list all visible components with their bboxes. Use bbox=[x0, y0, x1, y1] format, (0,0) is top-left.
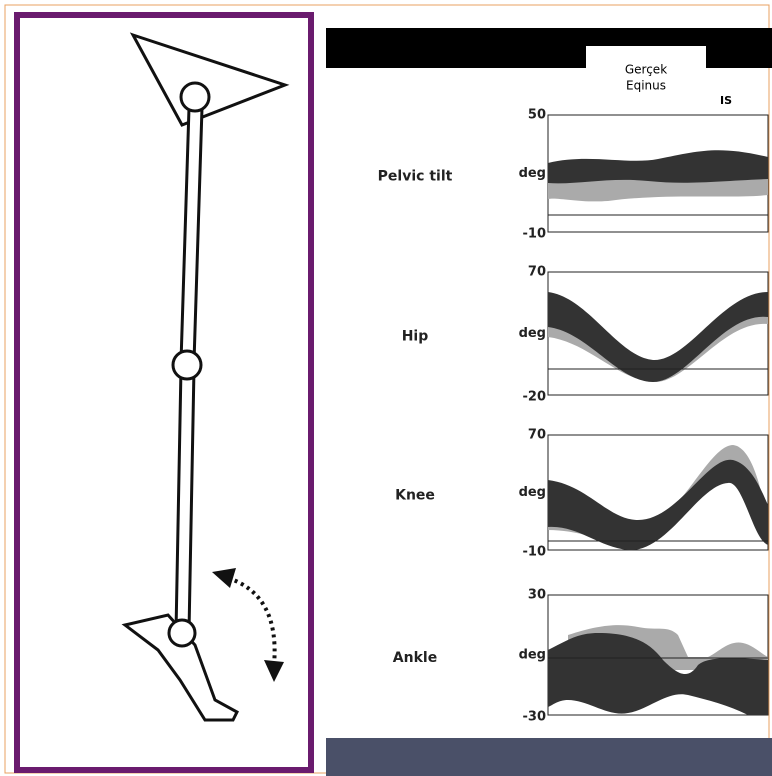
leg-diagram bbox=[121, 32, 290, 722]
band-dark bbox=[548, 150, 768, 184]
arrow-head bbox=[264, 660, 284, 682]
band-dark bbox=[548, 292, 768, 382]
panel-label: Ankle bbox=[393, 650, 437, 666]
tab-text: Gerçek bbox=[625, 63, 667, 77]
hip-joint bbox=[179, 81, 211, 113]
axis-unit: deg bbox=[519, 326, 546, 341]
panel-label: Pelvic tilt bbox=[378, 169, 453, 185]
axis-unit: deg bbox=[519, 166, 546, 181]
tab bbox=[586, 46, 706, 96]
band-dark bbox=[548, 459, 768, 551]
panel-label: Hip bbox=[402, 329, 429, 345]
footer-bar bbox=[326, 738, 772, 776]
plot bbox=[547, 434, 769, 551]
plot bbox=[547, 271, 769, 396]
tab-text: Eqinus bbox=[626, 79, 666, 93]
motion-arrow bbox=[227, 576, 277, 666]
axis-unit: deg bbox=[519, 648, 546, 663]
axis-min: -10 bbox=[523, 545, 547, 560]
axis-unit: deg bbox=[519, 485, 546, 500]
corner-text: IS bbox=[720, 94, 732, 107]
knee-joint bbox=[171, 349, 203, 381]
axis-min: -30 bbox=[523, 710, 547, 725]
arrow-head bbox=[212, 568, 236, 588]
pelvis bbox=[129, 32, 290, 127]
plot bbox=[547, 594, 769, 716]
ankle-joint bbox=[167, 618, 197, 648]
axis-max: 50 bbox=[528, 108, 546, 123]
panel-label: Knee bbox=[395, 488, 435, 504]
axis-min: -20 bbox=[523, 390, 547, 405]
axis-max: 30 bbox=[528, 588, 546, 603]
axis-max: 70 bbox=[528, 265, 546, 280]
band-light bbox=[548, 294, 768, 383]
panel-labels: Pelvic tilt 50 -10 deg Hip 70 -20 deg Knee 70 -10 d… bbox=[378, 108, 546, 725]
axis-max: 70 bbox=[528, 428, 546, 443]
plot bbox=[547, 114, 769, 233]
axis-min: -10 bbox=[523, 227, 547, 242]
band-dark bbox=[548, 633, 768, 715]
